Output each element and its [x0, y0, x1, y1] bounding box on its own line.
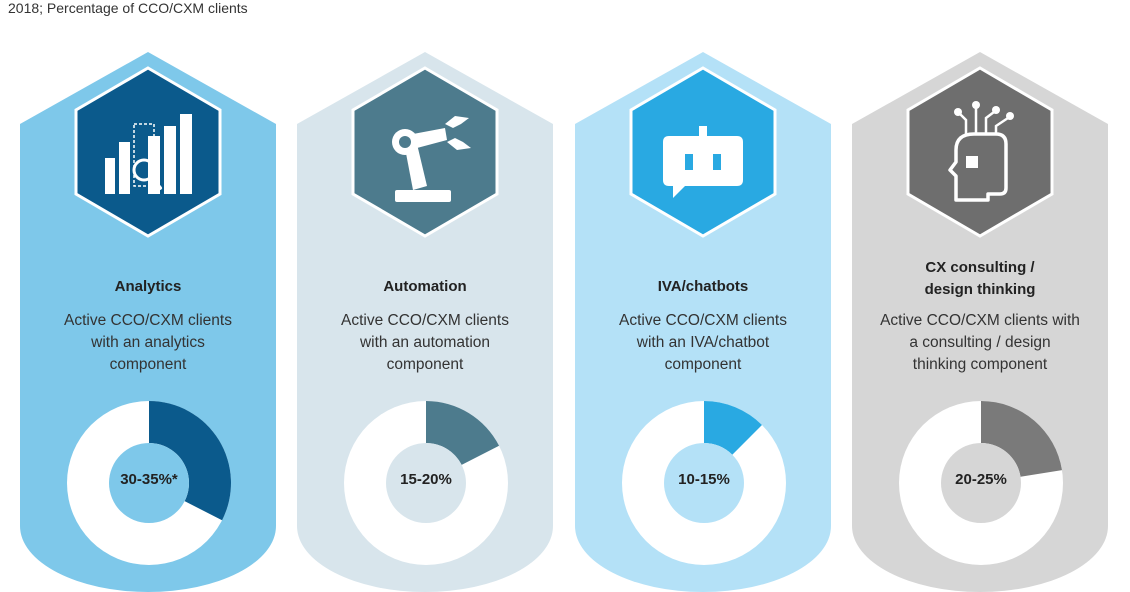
panel-description-line: component — [109, 356, 187, 373]
panel-description: Active CCO/CXM clients with an analytics… — [24, 310, 272, 376]
panel-description: Active CCO/CXM clients with an automatio… — [301, 310, 549, 376]
analytics-chart-magnifier-icon — [74, 66, 222, 238]
donut-center-label: 20-25% — [955, 471, 1007, 488]
chart-subtitle: 2018; Percentage of CCO/CXM clients — [8, 0, 248, 16]
donut-slice — [149, 401, 232, 521]
panel-title: Analytics — [20, 276, 276, 298]
donut-hole — [386, 443, 466, 523]
panel-iva-chatbots: IVA/chatbots Active CCO/CXM clients with… — [575, 52, 831, 592]
panel-description-line: with an analytics — [91, 334, 205, 351]
donut-hole — [109, 443, 189, 523]
panel-title: Automation — [297, 276, 553, 298]
panel-title: IVA/chatbots — [575, 276, 831, 298]
donut-hole — [941, 443, 1021, 523]
donut-chart — [344, 401, 508, 565]
donut-slice — [704, 401, 762, 455]
panel-description-line: Active CCO/CXM clients — [341, 312, 509, 329]
panel-description-line: with an IVA/chatbot — [636, 334, 770, 351]
donut-center-label: 10-15% — [678, 471, 730, 488]
panel-title-line: Automation — [383, 278, 467, 295]
panel-analytics: Analytics Active CCO/CXM clients with an… — [20, 52, 276, 592]
panel-description-line: a consulting / design — [909, 334, 1051, 351]
donut-slice — [426, 401, 500, 465]
donut-center-label: 15-20% — [400, 471, 452, 488]
donut-chart — [67, 401, 232, 565]
panel-title: CX consulting / design thinking — [852, 257, 1108, 301]
panel-automation: Automation Active CCO/CXM clients with a… — [297, 52, 553, 592]
panel-description-line: component — [386, 356, 464, 373]
donut-hole — [664, 443, 744, 523]
head-circuit-icon — [906, 66, 1054, 238]
panel-description-line: component — [664, 356, 742, 373]
donut-chart — [899, 401, 1063, 565]
panel-title-line: design thinking — [924, 281, 1036, 298]
panel-description: Active CCO/CXM clients with a consulting… — [856, 310, 1104, 376]
panel-description-line: thinking component — [912, 356, 1048, 373]
panel-description-line: Active CCO/CXM clients with — [880, 312, 1080, 329]
panel-description-line: Active CCO/CXM clients — [619, 312, 787, 329]
panel-title-line: Analytics — [114, 278, 182, 295]
panel-title-line: CX consulting / — [925, 259, 1035, 276]
chatbot-icon — [629, 66, 777, 238]
robot-arm-icon — [351, 66, 499, 238]
panel-title-line: IVA/chatbots — [657, 278, 749, 295]
panel-cx-consulting: CX consulting / design thinking Active C… — [852, 52, 1108, 592]
panel-description: Active CCO/CXM clients with an IVA/chatb… — [579, 310, 827, 376]
panel-description-line: with an automation — [359, 334, 491, 351]
donut-center-label: 30-35%* — [120, 471, 178, 488]
donut-chart — [622, 401, 786, 565]
panel-description-line: Active CCO/CXM clients — [64, 312, 232, 329]
donut-slice — [981, 401, 1062, 477]
